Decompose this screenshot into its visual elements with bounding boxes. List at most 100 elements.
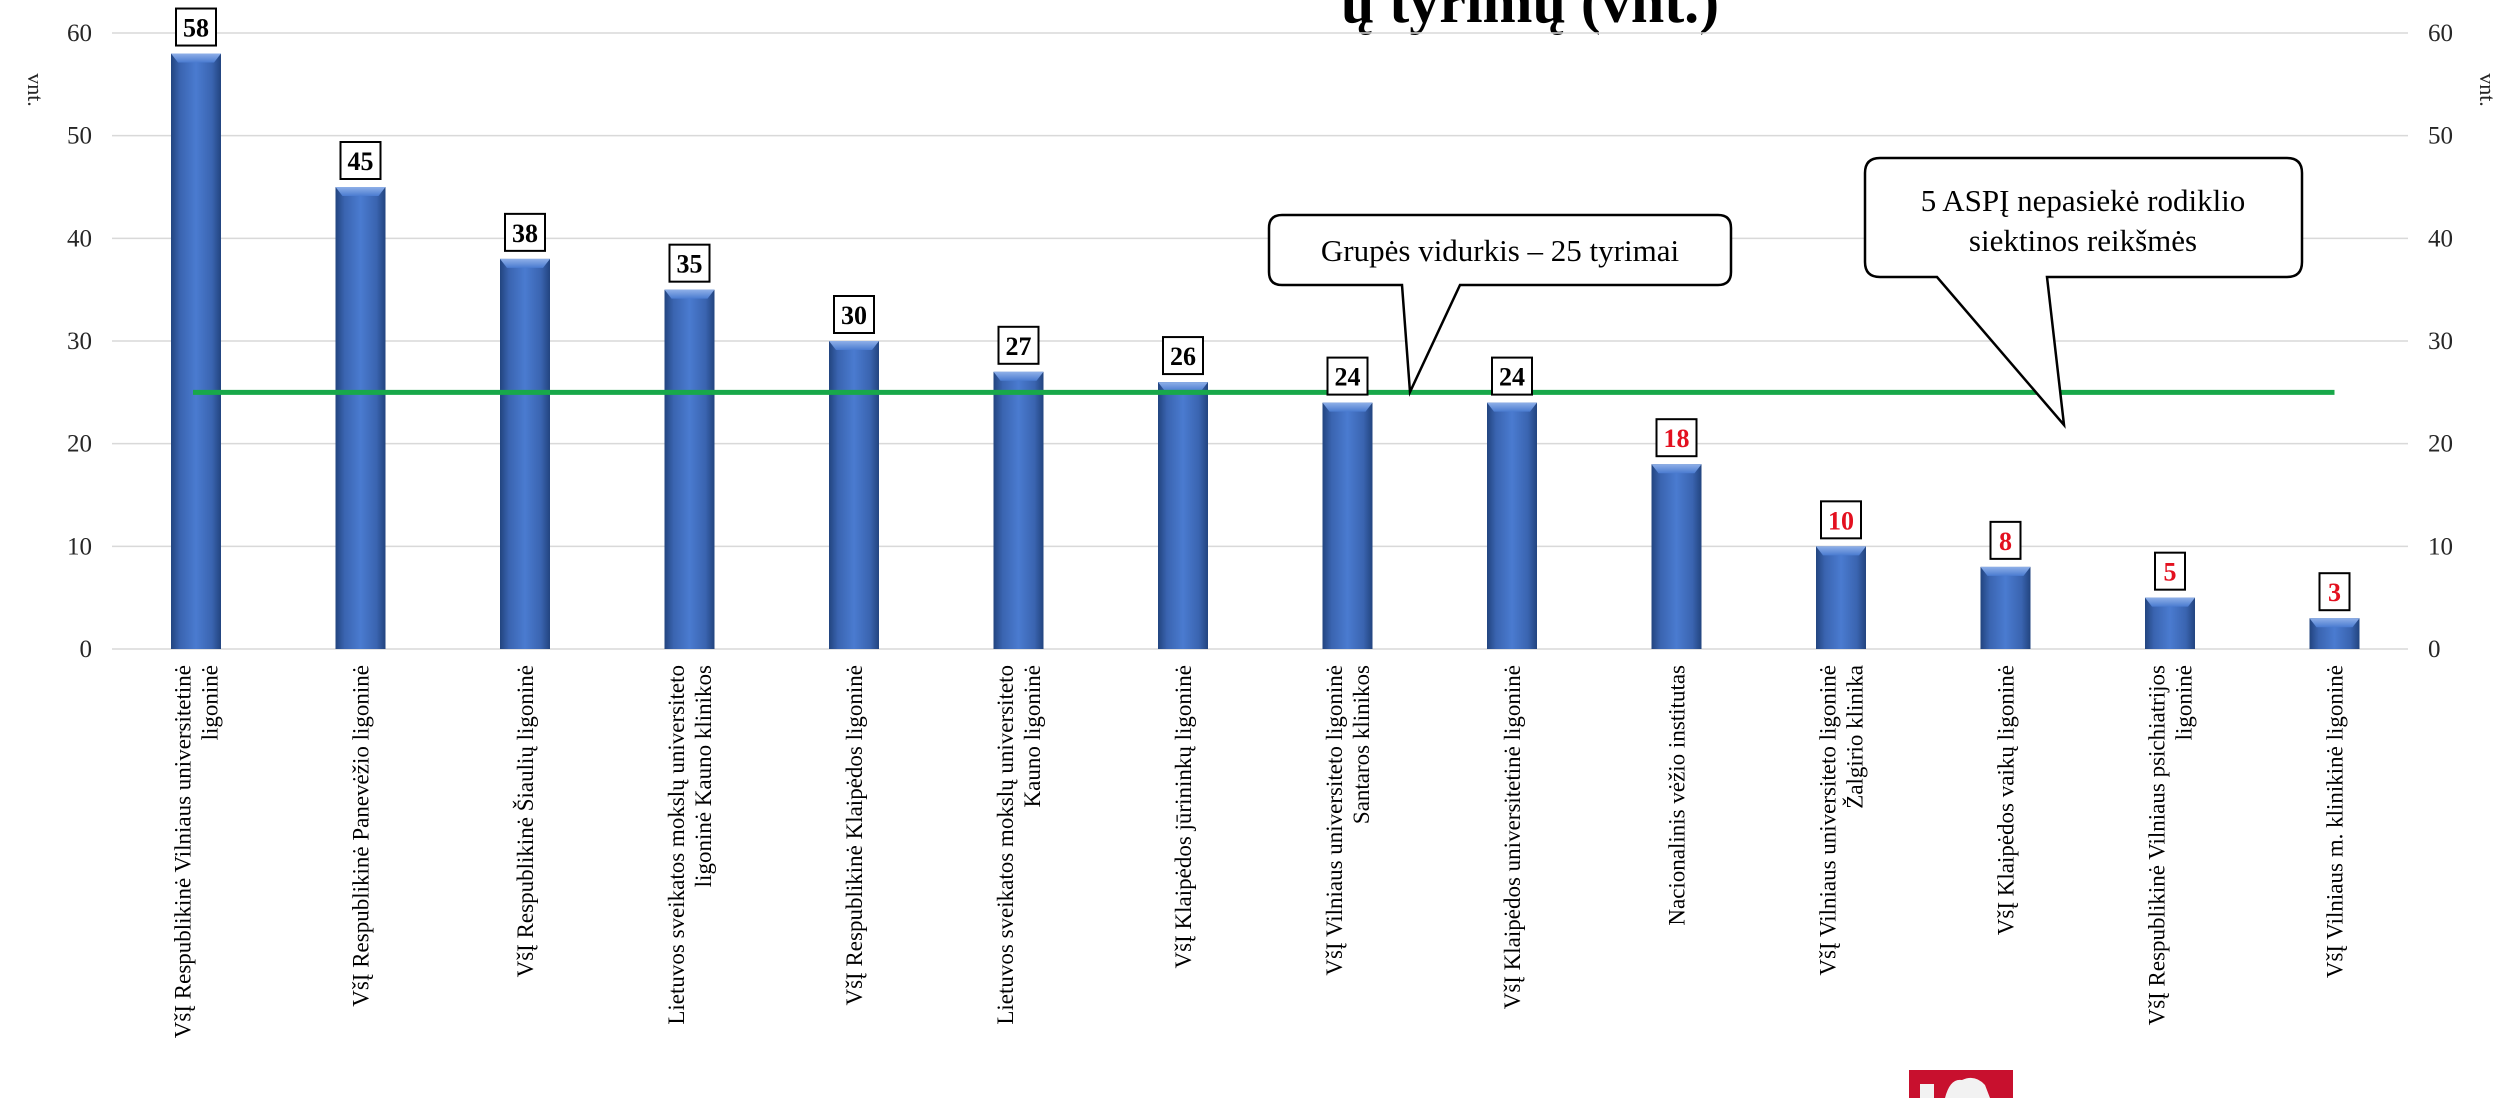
- y-tick-right-40: 40: [2428, 225, 2453, 252]
- callout-target-text-1: 5 ASPĮ nepasiekė rodiklio: [1921, 183, 2246, 218]
- category-label-1: VšĮ Respublikinė Vilniaus universitetinė…: [171, 665, 223, 1038]
- y-tick-left-40: 40: [67, 225, 92, 252]
- y-tick-left-0: 0: [80, 636, 93, 663]
- category-label-line: VšĮ Vilniaus universiteto ligoninė: [1816, 665, 1841, 976]
- value-label-box-3: [504, 212, 546, 252]
- value-label-1: 58: [183, 14, 209, 43]
- category-label-2: VšĮ Respublikinė Panevėžio ligoninė: [349, 665, 374, 1007]
- y-axis-left-unit: vnt.: [23, 73, 48, 107]
- value-label-14: 3: [2328, 578, 2341, 607]
- bar-8: [1322, 402, 1373, 649]
- bar-cap-13: [2145, 597, 2195, 607]
- bar-2: [335, 187, 386, 649]
- category-label-8: VšĮ Vilniaus universiteto ligoninė Santar…: [1322, 665, 1374, 976]
- value-label-12: 8: [1999, 527, 2012, 556]
- bar-cap-1: [171, 53, 221, 63]
- callouts: Grupės vidurkis – 25 tyrimai 5 ASPĮ nepas…: [1267, 156, 2304, 429]
- value-label-box-11: [1820, 500, 1862, 540]
- value-label-box-7: [1162, 336, 1204, 376]
- category-label-line: Nacionalinis vėžio institutas: [1665, 665, 1690, 926]
- callout-average-text: Grupės vidurkis – 25 tyrimai: [1321, 233, 1680, 268]
- value-label-box-10: [1655, 418, 1698, 458]
- emblem-knight: [1945, 1077, 1990, 1098]
- category-label-6: Lietuvos sveikatos mokslų universiteto Ka…: [993, 665, 1045, 1025]
- category-label-line: VšĮ Respublikinė Panevėžio ligoninė: [349, 665, 374, 1007]
- value-labels: 58 45 38 35 30 27 26 24 24 18 10 8 5 3: [175, 7, 2351, 612]
- category-label-line: VšĮ Vilniaus universiteto ligoninė: [1322, 665, 1347, 976]
- y-tick-left-50: 50: [67, 123, 92, 150]
- bar-9: [1487, 402, 1537, 649]
- category-label-4: Lietuvos sveikatos mokslų universiteto li…: [664, 665, 716, 1025]
- value-label-box-4: [668, 243, 711, 283]
- y-tick-right-10: 10: [2428, 533, 2453, 560]
- bars: [171, 53, 2360, 650]
- value-label-2: 45: [348, 147, 374, 176]
- y-axis-right: 0 10 20 30 40 50 60: [2428, 20, 2453, 663]
- category-label-line: Kauno ligoninė: [1020, 665, 1045, 807]
- value-label-5: 30: [841, 301, 867, 330]
- bar-cap-12: [1980, 566, 2031, 576]
- bar-cap-5: [829, 341, 879, 350]
- value-label-9: 24: [1499, 363, 1525, 392]
- bar-5: [829, 341, 879, 649]
- emblem-shield-detail: [1920, 1084, 1934, 1098]
- y-tick-left-60: 60: [67, 20, 92, 47]
- y-tick-right-20: 20: [2428, 431, 2453, 458]
- bar-11: [1816, 546, 1866, 649]
- y-tick-left-30: 30: [67, 328, 92, 355]
- bar-cap-11: [1816, 546, 1866, 556]
- category-label-10: Nacionalinis vėžio institutas: [1665, 665, 1690, 926]
- bar-10: [1651, 464, 1702, 649]
- category-label-11: VšĮ Vilniaus universiteto ligoninė Žalgir…: [1816, 665, 1868, 976]
- bar-cap-4: [664, 289, 715, 299]
- bar-cap-10: [1651, 464, 1702, 474]
- value-label-13: 5: [2164, 558, 2177, 587]
- callout-target-shape: [1863, 156, 2304, 429]
- y-tick-left-10: 10: [67, 533, 92, 560]
- category-label-line: VšĮ Vilniaus m. klinikinė ligoninė: [2323, 665, 2348, 978]
- category-label-5: VšĮ Respublikinė Klaipėdos ligoninė: [842, 665, 867, 1006]
- category-label-line: Žalgirio klinika: [1843, 665, 1868, 809]
- category-label-3: VšĮ Respublikinė Šiaulių ligoninė: [512, 665, 538, 977]
- category-label-14: VšĮ Vilniaus m. klinikinė ligoninė: [2323, 665, 2348, 978]
- category-label-line: Santaros klinikos: [1349, 665, 1374, 824]
- value-label-box-5: [833, 295, 875, 334]
- category-label-line: Lietuvos sveikatos mokslų universiteto: [664, 665, 689, 1025]
- category-labels: VšĮ Respublikinė Vilniaus universitetinė…: [171, 665, 2348, 1038]
- y-tick-left-20: 20: [67, 431, 92, 458]
- bar-7: [1158, 382, 1208, 649]
- bar-4: [664, 289, 715, 649]
- category-label-line: VšĮ Klaipėdos jūrininkų ligoninė: [1171, 665, 1196, 968]
- y-axis-right-unit: vnt.: [2475, 73, 2500, 107]
- bar-cap-2: [335, 187, 386, 196]
- value-label-box-12: [1989, 520, 2022, 560]
- bar-cap-14: [2309, 618, 2360, 628]
- callout-group-average: Grupės vidurkis – 25 tyrimai: [1267, 213, 1733, 397]
- bar-3: [500, 258, 550, 649]
- value-label-box-13: [2154, 551, 2186, 591]
- callout-average-shape: [1267, 213, 1733, 397]
- category-label-line: VšĮ Respublikinė Vilniaus universitetinė: [171, 665, 196, 1038]
- category-label-line: ligoninė: [2172, 665, 2197, 740]
- category-label-9: VšĮ Klaipėdos universitetinė ligoninė: [1500, 665, 1525, 1009]
- value-label-10: 18: [1664, 424, 1690, 453]
- bar-cap-7: [1158, 382, 1208, 392]
- grid-lines: [112, 32, 2408, 650]
- value-label-6: 27: [1006, 332, 1032, 361]
- bar-6: [993, 371, 1044, 649]
- category-label-line: VšĮ Klaipėdos vaikų ligoninė: [1994, 665, 2019, 935]
- value-label-box-8: [1326, 356, 1369, 396]
- value-label-box-1: [175, 7, 217, 47]
- category-label-line: Lietuvos sveikatos mokslų universiteto: [993, 665, 1018, 1025]
- value-label-11: 10: [1828, 506, 1854, 535]
- bar-12: [1980, 566, 2031, 649]
- y-tick-right-30: 30: [2428, 328, 2453, 355]
- y-axis-left: 0 10 20 30 40 50 60: [67, 20, 92, 663]
- callout-group-target: 5 ASPĮ nepasiekė rodiklio siektinos reikš…: [1863, 156, 2304, 429]
- category-label-7: VšĮ Klaipėdos jūrininkų ligoninė: [1171, 665, 1196, 968]
- value-label-box-14: [2318, 572, 2351, 612]
- bar-cap-8: [1322, 402, 1373, 412]
- chart-title-fragment: ų tyrimų (vnt.): [1341, 0, 1719, 35]
- value-label-7: 26: [1170, 342, 1196, 371]
